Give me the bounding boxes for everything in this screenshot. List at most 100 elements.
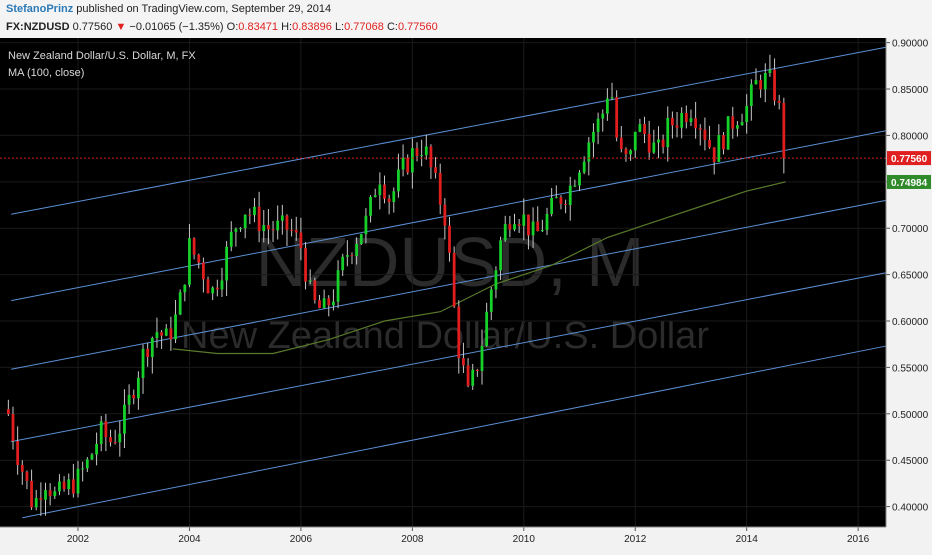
candle-down [694,118,698,129]
candle-down [197,254,201,263]
y-tick-label: 0.90000 [892,39,929,50]
candle-up [359,234,363,244]
candle-up [471,369,475,386]
candle-up [633,131,637,151]
candle-up [229,231,233,247]
candle-up [58,481,61,492]
candle-down [429,146,433,168]
candle-up [749,84,753,106]
candle-down [146,348,150,358]
candle-down [160,332,163,336]
candle-down [11,414,15,442]
candle-up [494,270,498,290]
candle-up [364,215,368,235]
candle-up [392,191,396,203]
candle-up [420,155,424,157]
candle-down [39,498,43,500]
candle-down [457,306,461,359]
candle-down [192,238,196,255]
candle-up [44,490,47,500]
close-value: 0.77560 [397,21,438,33]
candle-up [638,124,642,132]
candle-up [410,148,414,173]
price-axis: 0.900000.850000.800000.750000.700000.650… [885,38,929,527]
candle-down [327,298,331,306]
candle-down [475,369,479,371]
candle-down [782,102,786,159]
candle-up [53,491,57,497]
ma-value-tag-label: 0.74984 [891,178,928,189]
candle-up [155,332,159,339]
price-tags: 0.77560 0.74984 [887,151,931,189]
y-tick-label: 0.50000 [892,410,929,421]
candle-up [95,443,98,455]
high-label: H: [281,21,293,33]
channel-line [11,272,887,443]
last-price-tag-label: 0.77560 [891,154,928,165]
candle-down [113,442,117,444]
candle-up [485,311,489,346]
time-axis-panel[interactable] [0,527,932,550]
candle-down [406,157,410,173]
candle-down [30,480,33,508]
candle-down [675,125,679,128]
candle-down [517,224,521,226]
candle-down [536,221,540,232]
candle-up [540,230,544,232]
candle-down [759,80,763,90]
candle-up [578,172,581,186]
candle-down [267,225,270,230]
candle-up [503,224,507,241]
candle-down [350,255,354,257]
change-value: −0.01065 (−1.35%) [129,21,224,33]
candle-up [397,169,400,192]
candle-down [313,280,317,301]
candle-up [99,421,103,444]
symbol-label[interactable]: FX:NZDUSD [6,21,70,33]
candle-down [285,215,289,230]
candle-up [164,328,168,336]
author-link[interactable]: StefanoPrinz [6,3,74,15]
candle-up [118,433,122,443]
channel-line [11,130,887,302]
candle-up [480,345,484,371]
candle-up [768,69,772,74]
candle-down [624,149,628,155]
candle-up [308,280,312,282]
y-tick-label: 0.70000 [892,224,929,235]
y-tick-label: 0.45000 [892,456,929,467]
x-tick-label: 2002 [67,534,90,545]
candle-down [643,124,646,134]
candle-down [206,279,210,294]
candle-up [740,122,744,126]
candle-down [415,148,419,156]
candle-up [587,142,591,162]
candle-up [280,215,284,221]
ohlc-line: FX:NZDUSD 0.77560 ▼ −0.01065 (−1.35%) O:… [6,21,438,33]
price-axis-panel[interactable] [886,38,932,550]
candle-down [684,112,688,123]
candle-down [708,139,711,148]
candle-up [34,498,38,508]
candle-up [568,185,572,205]
candle-up [610,97,614,99]
x-tick-label: 2006 [290,534,313,545]
x-tick-label: 2016 [847,534,870,545]
candle-down [257,206,261,232]
candle-up [499,240,502,271]
candle-up [689,118,693,123]
candle-up [369,196,372,216]
candle-down [671,117,674,126]
candle-up [81,468,85,470]
candle-up [336,270,340,302]
candle-up [150,338,154,358]
candle-up [243,214,247,229]
chart-area[interactable]: NZDUSD, M New Zealand Dollar/U.S. Dollar… [0,38,932,550]
candles [6,54,786,516]
candle-up [763,73,767,90]
candle-down [248,214,252,216]
candle-up [332,301,335,306]
legend-title: New Zealand Dollar/U.S. Dollar, M, FX [8,50,196,62]
candle-up [601,113,605,119]
price-chart[interactable]: NZDUSD, M New Zealand Dollar/U.S. Dollar… [0,38,932,550]
